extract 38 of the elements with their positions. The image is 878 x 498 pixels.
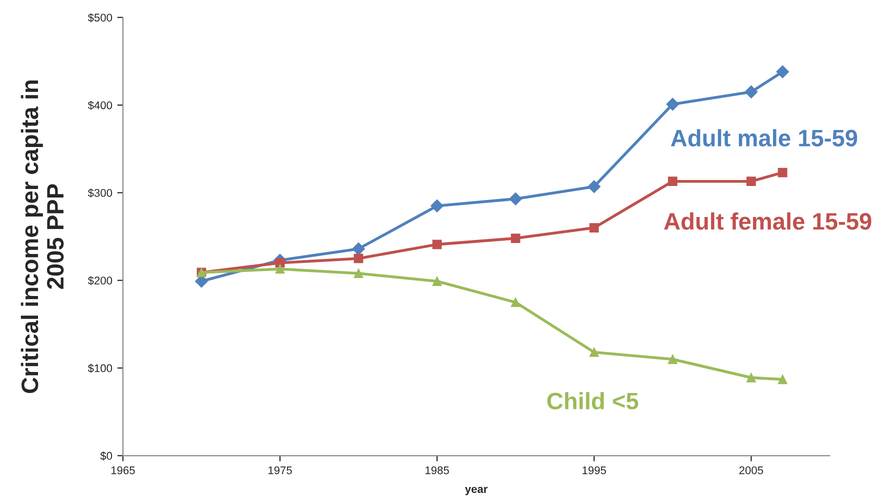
y-tick-label: $100 [88, 364, 112, 373]
point [589, 348, 599, 357]
x-tick-label: 1975 [268, 466, 292, 474]
y-tick-label: $300 [88, 188, 112, 198]
point [668, 176, 678, 186]
y-axis-title: Critical income per capita in 2005 PPP [20, 80, 64, 394]
point [510, 298, 520, 307]
point [746, 372, 756, 382]
x-tick-label: 1995 [582, 466, 606, 474]
series-label: Adult male 15-59 [670, 129, 858, 146]
series-label: Adult female 15-59 [664, 212, 872, 230]
point [354, 268, 364, 278]
y-tick-label: $0 [100, 451, 112, 460]
point [352, 242, 365, 256]
point [778, 374, 788, 384]
point [354, 254, 364, 264]
point [275, 264, 285, 274]
point [432, 240, 442, 250]
point [744, 86, 758, 98]
point [668, 354, 678, 364]
x-tick-label: 1965 [111, 466, 135, 474]
x-tick-label: 1985 [426, 466, 449, 474]
point [432, 276, 442, 286]
point [746, 176, 756, 186]
x-tick-label: 2005 [739, 466, 764, 474]
y-tick-label: $400 [88, 100, 112, 110]
point [430, 199, 444, 212]
point [776, 65, 790, 78]
y-tick-label: $200 [88, 276, 112, 286]
series-label: Child <5 [547, 392, 638, 410]
y-tick-label: $500 [88, 13, 112, 22]
point [778, 168, 788, 178]
point [666, 98, 680, 111]
point [509, 192, 522, 206]
point [510, 234, 520, 243]
x-axis-title: year [464, 486, 488, 496]
point [588, 180, 601, 194]
point [589, 223, 599, 232]
